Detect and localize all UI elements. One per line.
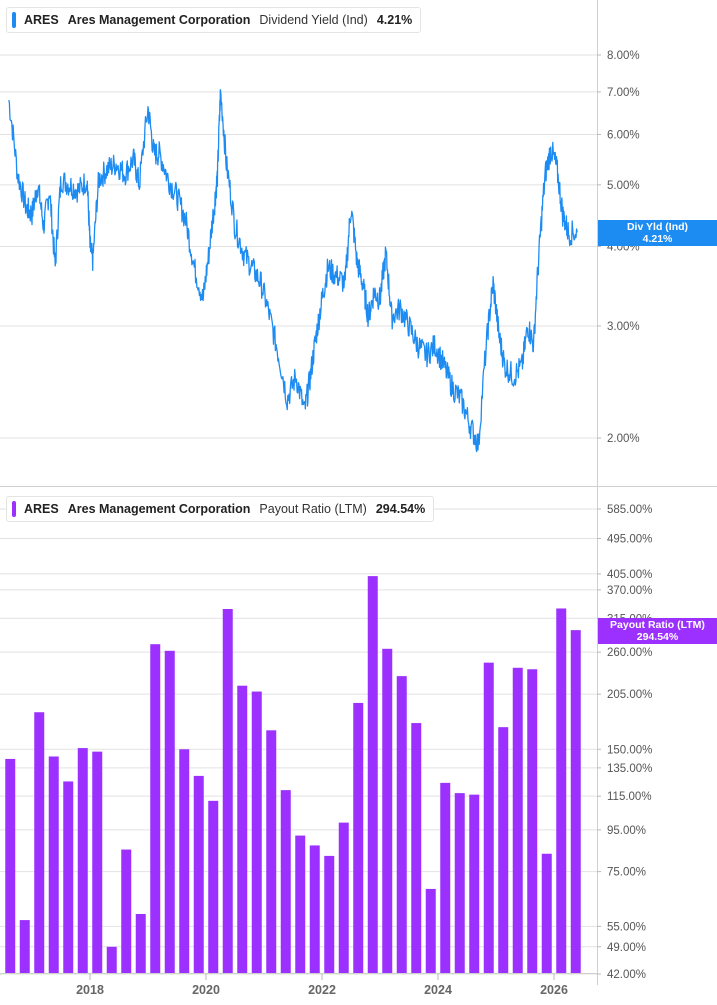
yield-axis-ticks: 2.00%3.00%4.00%5.00%6.00%7.00%8.00% [597,50,640,445]
payout-bar [77,748,88,974]
top-legend-value: 4.21% [376,13,413,27]
yield-series-line [8,89,578,453]
payout-bar [570,630,581,974]
payout-bar [34,712,45,974]
yield-value-tag: Div Yld (Ind) 4.21% [598,220,717,246]
payout-bar [208,800,219,974]
payout-tick-label: 150.00% [607,744,652,756]
payout-bar [193,775,204,974]
payout-bar [135,913,146,974]
payout-bars [5,576,581,974]
top-legend-ticker: ARES [24,13,59,27]
payout-bar [353,702,364,974]
bottom-legend-ticker: ARES [24,502,59,516]
payout-bar [280,790,291,974]
payout-tick-label: 49.00% [607,942,646,954]
payout-bar [367,576,378,974]
payout-bar [541,853,552,974]
payout-bar [63,781,74,974]
payout-bar [425,888,436,974]
payout-bar [237,685,248,974]
payout-bar [440,782,451,974]
payout-tag-value: 294.54% [636,631,679,643]
payout-tick-label: 135.00% [607,763,652,775]
x-axis-ticks: 2018 2020 2022 2024 2026 [76,974,568,997]
payout-tick-label: 55.00% [607,921,646,933]
payout-tick-label: 495.00% [607,533,652,545]
yield-tick-label: 2.00% [607,433,640,445]
top-legend-metric: Dividend Yield (Ind) [259,13,368,27]
payout-tick-label: 205.00% [607,689,652,701]
payout-bar [469,794,480,974]
payout-bar [324,855,335,974]
payout-bar [121,849,132,974]
payout-bar [454,793,465,974]
x-tick-label: 2018 [76,983,104,997]
payout-tick-label: 115.00% [607,791,652,803]
payout-bar [164,650,175,974]
payout-bar [527,669,538,974]
payout-tick-label: 405.00% [607,569,652,581]
payout-bar [150,644,161,974]
payout-bar [498,727,509,974]
payout-tick-label: 585.00% [607,504,652,516]
payout-legend-swatch [12,501,16,517]
payout-tick-label: 42.00% [607,969,646,981]
payout-bar [19,920,30,974]
top-legend[interactable]: ARES Ares Management Corporation Dividen… [6,7,422,33]
payout-tick-label: 260.00% [607,647,652,659]
payout-bar [266,730,277,974]
payout-bar [92,751,103,974]
yield-tick-label: 7.00% [607,87,640,99]
payout-tick-label: 95.00% [607,825,646,837]
yield-legend-swatch [12,12,16,28]
x-tick-label: 2024 [424,983,452,997]
payout-bar [106,946,117,974]
bottom-legend-company: Ares Management Corporation [67,502,251,516]
payout-bar [295,835,306,974]
x-tick-label: 2022 [308,983,336,997]
payout-axis-ticks: 42.00% 49.00% 55.00% 75.00% 95.00% 115.00% 135… [597,504,652,981]
yield-tag-label: Div Yld (Ind) [626,221,689,233]
payout-bar [251,691,262,974]
x-tick-label: 2020 [192,983,220,997]
yield-tick-label: 5.00% [607,180,640,192]
payout-bar [396,676,407,974]
x-tick-label: 2026 [540,983,568,997]
yield-tag-value: 4.21% [642,233,673,245]
payout-bar [222,609,233,974]
payout-value-tag: Payout Ratio (LTM) 294.54% [598,618,717,644]
yield-tick-label: 8.00% [607,50,640,62]
yield-tick-label: 3.00% [607,321,640,333]
payout-bar [48,756,59,974]
yield-tick-label: 6.00% [607,129,640,141]
payout-bar [338,822,349,974]
bottom-legend[interactable]: ARES Ares Management Corporation Payout … [6,496,435,522]
payout-tag-label: Payout Ratio (LTM) [610,619,705,631]
payout-bar [556,608,567,974]
bottom-legend-value: 294.54% [375,502,426,516]
payout-bar [512,667,523,974]
payout-bar [179,749,190,974]
payout-tick-label: 370.00% [607,585,652,597]
payout-bar [411,723,422,974]
bottom-legend-metric: Payout Ratio (LTM) [259,502,367,516]
top-legend-company: Ares Management Corporation [67,13,251,27]
payout-bar [309,845,320,974]
payout-bar [483,662,494,974]
payout-bar [5,758,16,974]
payout-tick-label: 75.00% [607,867,646,879]
payout-bar [382,648,393,974]
